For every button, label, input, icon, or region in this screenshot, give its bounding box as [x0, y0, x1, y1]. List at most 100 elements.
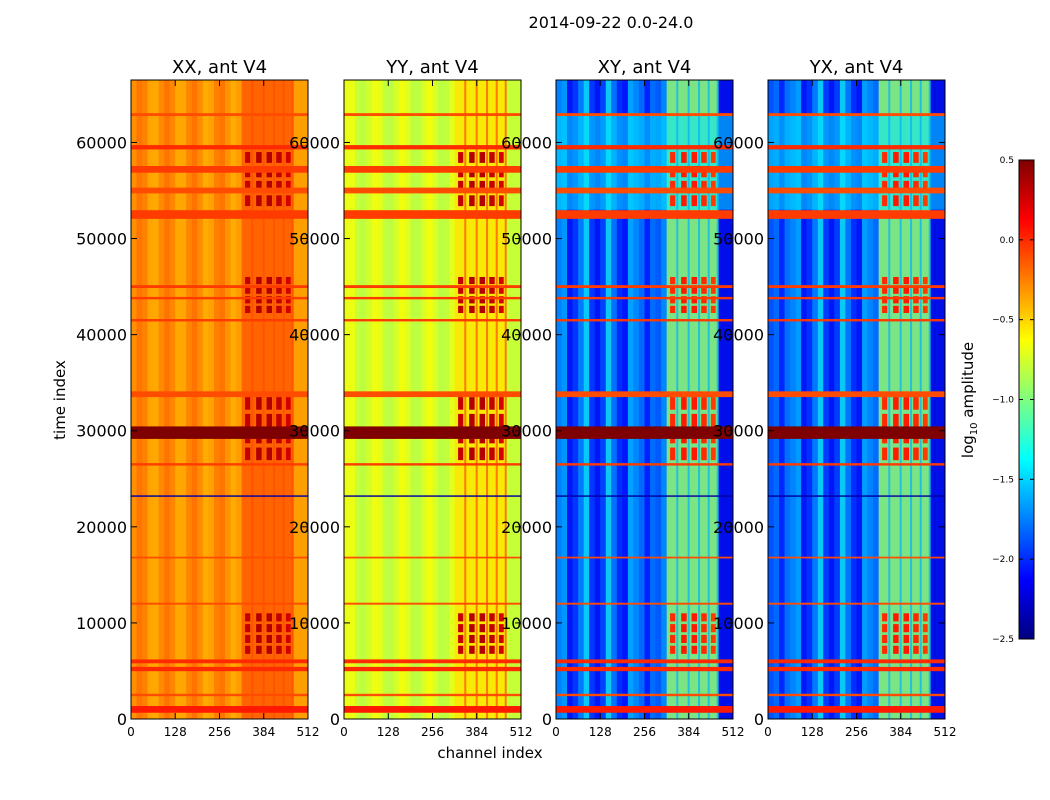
rfi-block [882, 447, 888, 461]
y-tick-label: 60000 [76, 133, 127, 152]
channel-stripe [382, 80, 389, 719]
channel-stripe [443, 80, 450, 719]
y-tick-label: 0 [117, 710, 127, 729]
channel-line [676, 80, 679, 719]
rfi-time-band [344, 659, 521, 664]
rfi-time-band [131, 706, 308, 713]
rfi-block [691, 305, 698, 314]
y-tick-label: 0 [542, 710, 552, 729]
rfi-block [922, 296, 928, 304]
x-tick-label: 128 [589, 725, 612, 739]
rfi-block [913, 397, 919, 410]
rfi-block [893, 397, 899, 410]
rfi-block [670, 447, 676, 461]
channel-line [486, 80, 489, 719]
colorbar-tick-label: 0.5 [1000, 156, 1014, 166]
rfi-block [691, 195, 698, 207]
rfi-block [479, 447, 486, 461]
rfi-time-band [131, 210, 308, 219]
channel-stripe [661, 80, 667, 719]
heatmap-body [556, 80, 733, 719]
x-tick-label: 0 [552, 725, 560, 739]
y-tick-label: 60000 [501, 133, 552, 152]
channel-stripe [638, 80, 645, 719]
rfi-block [458, 180, 464, 192]
rfi-block [913, 296, 919, 304]
rfi-block [681, 276, 687, 285]
rfi-block [681, 286, 687, 294]
rfi-block [498, 286, 504, 294]
rfi-block [710, 180, 716, 192]
rfi-block [479, 624, 486, 633]
colorbar-tick-label: −2.0 [992, 555, 1014, 565]
rfi-block [893, 286, 899, 294]
rfi-time-band [768, 426, 945, 439]
channel-line [291, 80, 294, 719]
x-tick-label: 256 [845, 725, 868, 739]
rfi-block [913, 152, 919, 163]
y-tick-label: 20000 [289, 518, 340, 537]
channel-stripe [449, 80, 455, 719]
x-tick-label: 384 [465, 725, 488, 739]
rfi-block [458, 195, 464, 207]
rfi-time-band [131, 391, 308, 398]
x-tick-label: 0 [127, 725, 135, 739]
rfi-block [489, 613, 495, 622]
channel-stripe [432, 80, 439, 719]
edge-channel-region [718, 80, 733, 719]
rfi-block [489, 180, 495, 192]
rfi-block [285, 286, 291, 294]
channel-stripe [850, 80, 857, 719]
rfi-block [893, 305, 899, 314]
rfi-block [922, 613, 928, 622]
channel-line [910, 80, 913, 719]
rfi-block [285, 645, 291, 654]
rfi-block [245, 645, 251, 654]
rfi-block [469, 276, 475, 285]
rfi-block [710, 286, 716, 294]
rfi-time-band [131, 285, 308, 289]
rfi-block [285, 305, 291, 314]
rfi-block [710, 447, 716, 461]
rfi-time-band [556, 187, 733, 194]
rfi-block [245, 296, 251, 304]
rfi-block [710, 276, 716, 285]
rfi-block [489, 195, 495, 207]
rfi-block [670, 276, 676, 285]
y-tick-label: 50000 [501, 230, 552, 249]
rfi-block [681, 195, 687, 207]
edge-channel-region [930, 80, 945, 719]
channel-stripe [438, 80, 444, 719]
rfi-block [913, 413, 919, 427]
panel: YX, ant V4 0 128 256 384 512 0 10000 20000 30000 4… [713, 57, 956, 739]
rfi-block [498, 305, 504, 314]
rfi-time-band [768, 285, 945, 289]
panel: XX, ant V4 0 128 256 384 512 0 10000 20000 30000 4… [76, 57, 319, 739]
rfi-block [285, 447, 291, 461]
rfi-time-band [131, 602, 308, 605]
x-tick-label: 128 [377, 725, 400, 739]
rfi-block [245, 180, 251, 192]
rfi-block [681, 645, 687, 654]
channel-stripe [867, 80, 874, 719]
rfi-block [489, 413, 495, 427]
rfi-block [489, 296, 495, 304]
rfi-block [256, 305, 262, 314]
rfi-time-band [344, 693, 521, 697]
rfi-block [701, 195, 707, 207]
rfi-block [701, 413, 707, 427]
rfi-block [903, 447, 910, 461]
channel-stripe [583, 80, 590, 719]
rfi-block [710, 397, 716, 410]
rfi-block [266, 447, 273, 461]
channel-stripe [142, 80, 148, 719]
rfi-block [670, 413, 676, 427]
rfi-time-band [131, 145, 308, 150]
rfi-time-band [131, 426, 308, 439]
channel-stripe [344, 80, 350, 719]
channel-stripe [806, 80, 813, 719]
rfi-block [245, 447, 251, 461]
rfi-time-band [131, 113, 308, 117]
rfi-block [701, 447, 707, 461]
channel-stripe [131, 80, 137, 719]
